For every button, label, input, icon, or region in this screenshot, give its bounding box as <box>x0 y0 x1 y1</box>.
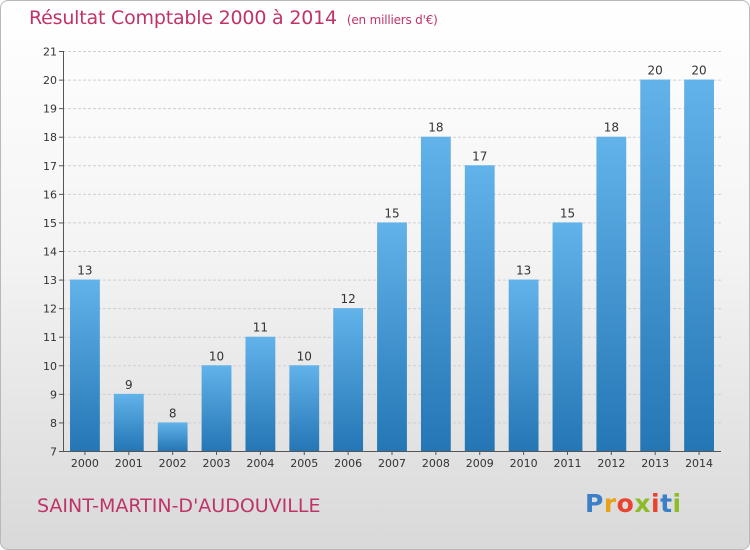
y-tick-label: 15 <box>43 217 57 230</box>
bar-2007 <box>377 222 407 451</box>
bars <box>70 79 714 452</box>
logo-letter: i <box>672 489 682 518</box>
x-tick-label-2012: 2012 <box>597 457 625 470</box>
y-tick-label: 11 <box>43 331 57 344</box>
bar-2004 <box>245 336 276 451</box>
y-tick-label: 21 <box>43 46 57 59</box>
x-tick-label-2004: 2004 <box>246 457 274 470</box>
x-tick-label-2007: 2007 <box>378 457 406 470</box>
y-tick-label: 16 <box>43 188 57 201</box>
value-label-2000: 13 <box>77 264 92 278</box>
value-label-2009: 17 <box>472 149 487 163</box>
logo-letter: i <box>651 489 661 518</box>
value-label-2012: 18 <box>604 121 619 135</box>
y-tick-label: 10 <box>43 360 57 373</box>
chart-title: Résultat Comptable 2000 à 2014 (en millie… <box>29 7 438 29</box>
x-tick-label-2010: 2010 <box>510 457 538 470</box>
bar-2003 <box>201 365 232 451</box>
value-label-2013: 20 <box>648 64 663 78</box>
value-label-2014: 20 <box>691 64 706 78</box>
x-tick-label-2005: 2005 <box>290 457 318 470</box>
x-tick-label-2001: 2001 <box>115 457 143 470</box>
y-tick-label: 7 <box>50 446 57 459</box>
logo-letter: x <box>634 489 651 518</box>
y-tick-label: 18 <box>43 131 57 144</box>
value-label-2006: 12 <box>340 292 355 306</box>
x-tick-label-2009: 2009 <box>466 457 494 470</box>
x-tick-label-2011: 2011 <box>553 457 581 470</box>
y-tick-label: 19 <box>43 103 57 116</box>
x-tick-label-2014: 2014 <box>685 457 713 470</box>
y-tick-label: 20 <box>43 74 57 87</box>
logo-letter: o <box>616 489 635 518</box>
bar-2000 <box>70 279 100 451</box>
value-label-2011: 15 <box>560 206 575 220</box>
value-label-2001: 9 <box>125 378 133 392</box>
bar-2006 <box>333 308 364 451</box>
bar-2012 <box>596 136 627 451</box>
value-label-2002: 8 <box>169 406 177 420</box>
y-tick-label: 17 <box>43 160 57 173</box>
bar-2005 <box>289 365 320 451</box>
value-labels: 13 9 8 10 11 10 12 15 18 17 13 15 18 20 20 <box>77 64 706 421</box>
logo-letter: P <box>585 489 604 518</box>
value-label-2010: 13 <box>516 264 531 278</box>
bar-2009 <box>464 165 495 452</box>
y-tick-label: 12 <box>43 303 57 316</box>
x-tick-label-2000: 2000 <box>71 457 99 470</box>
value-label-2007: 15 <box>384 206 399 220</box>
axes: 7 8 9 10 11 12 13 14 15 16 17 18 19 20 21 2000 2001 2002 2… <box>43 46 721 470</box>
bar-2008 <box>420 136 451 451</box>
value-label-2005: 10 <box>297 349 312 363</box>
bar-2010 <box>508 279 539 451</box>
value-label-2003: 10 <box>209 349 224 363</box>
x-tick-label-2003: 2003 <box>203 457 231 470</box>
bar-2002 <box>157 422 188 451</box>
title-text: Résultat Comptable 2000 à 2014 <box>29 7 337 29</box>
x-tick-label-2013: 2013 <box>641 457 669 470</box>
x-tick-label-2008: 2008 <box>422 457 450 470</box>
y-tick-label: 13 <box>43 274 57 287</box>
value-label-2008: 18 <box>428 121 443 135</box>
bar-2001 <box>113 393 144 451</box>
y-tick-label: 9 <box>50 388 57 401</box>
logo-letter: t <box>660 489 673 518</box>
bar-2014 <box>684 79 714 452</box>
x-tick-label-2006: 2006 <box>334 457 362 470</box>
logo-letter: r <box>603 489 617 518</box>
commune-name: SAINT-MARTIN-D'AUDOUVILLE <box>37 495 321 517</box>
bar-2013 <box>640 79 671 452</box>
bar-2011 <box>552 222 583 451</box>
y-tick-label: 14 <box>43 246 57 259</box>
y-tick-label: 8 <box>50 417 57 430</box>
proxiti-logo: Proxiti <box>585 489 682 518</box>
x-tick-label-2002: 2002 <box>159 457 187 470</box>
value-label-2004: 11 <box>253 321 268 335</box>
chart-subtitle: (en milliers d'€) <box>346 13 438 27</box>
